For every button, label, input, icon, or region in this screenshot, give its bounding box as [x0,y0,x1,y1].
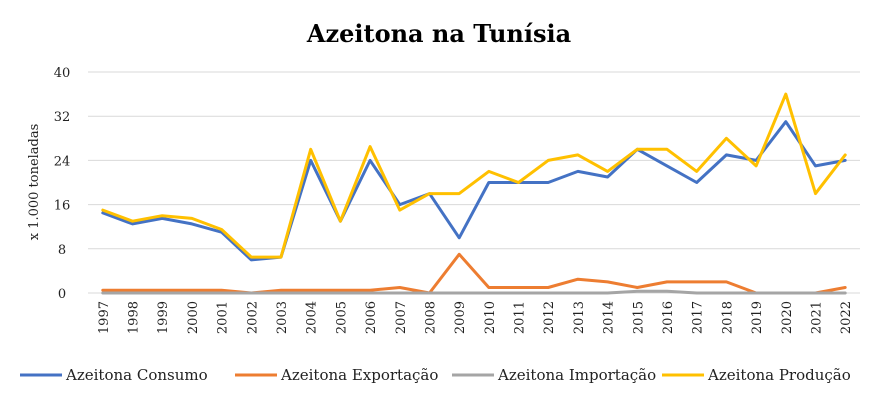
x-tick-label: 2010 [483,301,498,334]
x-tick-label: 2002 [245,301,260,334]
x-tick-label: 2003 [275,301,290,334]
series-lines [101,92,847,295]
x-tick-label: 2022 [839,301,854,334]
y-tick-label: 40 [54,66,71,81]
legend-label: Azeitona Exportação [280,366,438,384]
series-line-2 [101,252,847,295]
x-tick-label: 2013 [572,301,587,334]
chart-title: Azeitona na Tunísia [306,19,571,48]
x-tick-label: 2014 [602,301,617,334]
y-tick-label: 16 [54,199,71,214]
x-tick-label: 2016 [661,301,676,334]
series-line-4 [101,92,847,259]
y-tick-label: 8 [58,243,66,258]
x-tick-label: 2015 [631,301,646,334]
x-tick-label: 2005 [334,301,349,334]
series-line-1 [101,120,847,262]
x-tick-label: 2001 [216,301,231,334]
y-tick-label: 32 [54,110,71,125]
x-tick-label: 2021 [809,301,824,334]
x-tick-label: 2006 [364,301,379,334]
x-tick-label: 2018 [720,301,735,334]
x-tick-label: 2017 [691,301,706,334]
x-tick-label: 2011 [513,301,528,334]
x-tick-label: 2019 [750,301,765,334]
y-axis-ticks: 0 8 16 24 32 40 [54,66,71,302]
x-tick-label: 1999 [156,301,171,334]
y-tick-label: 24 [54,154,71,169]
x-tick-label: 2000 [186,301,201,334]
legend: Azeitona Consumo Azeitona Exportação Azeit… [20,366,851,384]
x-tick-label: 1997 [97,301,112,334]
series-line-3 [101,289,847,295]
x-tick-label: 2009 [453,301,468,334]
x-axis-ticks: 1997 1998 1999 2000 2001 2002 2003 2004 2005 2006… [97,301,854,334]
x-tick-label: 2008 [423,301,438,334]
x-tick-label: 2007 [394,301,409,334]
legend-label: Azeitona Produção [707,366,851,384]
y-axis-label: x 1.000 toneladas [27,124,42,241]
legend-label: Azeitona Importação [497,366,656,384]
legend-label: Azeitona Consumo [65,366,208,384]
x-tick-label: 2012 [542,301,557,334]
x-tick-label: 1998 [127,301,142,334]
x-tick-label: 2020 [780,301,795,334]
y-tick-label: 0 [58,287,66,302]
x-tick-label: 2004 [305,301,320,334]
